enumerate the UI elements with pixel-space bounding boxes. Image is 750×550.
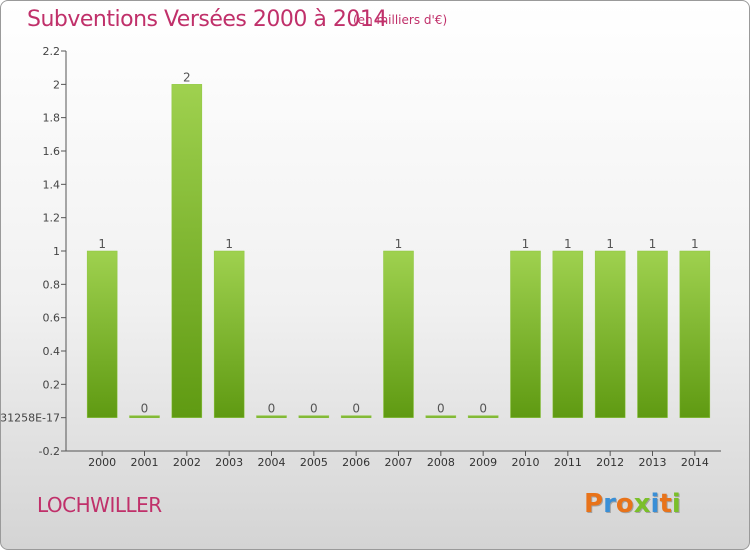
bar [510,250,541,418]
data-label: 1 [649,237,657,251]
x-tick-label: 2014 [681,456,709,469]
y-tick-label: 1.6 [43,145,61,158]
chart-title: Subventions Versées 2000 à 2014 [27,7,387,32]
bar [594,250,626,418]
logo-letter: r [603,489,616,519]
bar [552,250,584,418]
x-tick-label: 2013 [639,456,667,469]
data-label: 1 [98,237,106,251]
x-tick-label: 2010 [512,456,540,469]
x-tick-label: 2000 [88,456,116,469]
y-tick-label: -5.5511151231258E-17 [1,412,60,425]
y-tick-label: 1.4 [43,178,61,191]
labels: 2000 1 2001 0 2002 2 2003 1 2004 0 2005 0 2006 0 2007 1… [88,70,709,469]
y-tick-label: -0.2 [39,445,60,458]
data-label: 1 [395,237,403,251]
logo-letter: t [659,489,672,519]
y-tick-label: 1.8 [43,112,61,125]
logo-letter: P [584,489,604,519]
data-label: 1 [564,237,572,251]
x-tick-label: 2003 [215,456,243,469]
bar [213,250,245,418]
data-label: 0 [268,402,276,416]
data-label: 1 [522,237,530,251]
bar [679,250,711,418]
logo-letter: i [650,489,660,519]
data-label: 2 [183,70,191,84]
data-label: 1 [225,237,233,251]
proxiti-logo: Proxiti [584,489,681,519]
logo-letter: o [615,489,634,519]
bars [86,84,711,418]
axes: -0.2 -5.5511151231258E-17 0.2 0.4 0.6 0.8 1 1.2… [1,45,721,458]
x-tick-label: 2005 [300,456,328,469]
data-label: 1 [691,237,699,251]
y-tick-label: 0.2 [43,378,61,391]
place-name: LOCHWILLER [37,493,162,517]
x-tick-label: 2004 [258,456,286,469]
y-tick-label: 2.2 [43,45,61,58]
x-tick-label: 2008 [427,456,455,469]
y-tick-label: 1 [53,245,60,258]
x-tick-label: 2007 [385,456,413,469]
x-tick-label: 2002 [173,456,201,469]
x-tick-label: 2009 [469,456,497,469]
data-label: 0 [479,402,487,416]
data-label: 0 [310,402,318,416]
chart-unit: (en milliers d'€) [353,13,448,27]
bar [129,415,160,418]
data-label: 0 [352,402,360,416]
bar [298,415,330,418]
data-label: 1 [606,237,614,251]
data-label: 0 [141,402,149,416]
x-tick-label: 2006 [342,456,370,469]
bar [383,250,414,418]
y-tick-label: 2 [53,78,60,91]
bar [425,415,457,418]
bar [256,415,287,418]
x-tick-label: 2012 [596,456,624,469]
x-tick-label: 2001 [131,456,159,469]
y-tick-label: 0.4 [43,345,61,358]
bar [637,250,668,418]
y-tick-label: 0.6 [43,312,61,325]
y-tick-label: 1.2 [43,212,61,225]
bar [340,415,372,418]
bar [86,250,118,418]
logo-letter: x [633,489,651,519]
bar [467,415,499,418]
x-tick-label: 2011 [554,456,582,469]
data-label: 0 [437,402,445,416]
bar [171,84,203,418]
y-tick-label: 0.8 [43,278,61,291]
logo-letter: i [671,489,681,519]
